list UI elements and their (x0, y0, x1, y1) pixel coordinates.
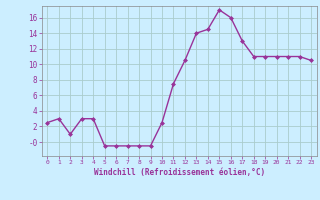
X-axis label: Windchill (Refroidissement éolien,°C): Windchill (Refroidissement éolien,°C) (94, 168, 265, 177)
